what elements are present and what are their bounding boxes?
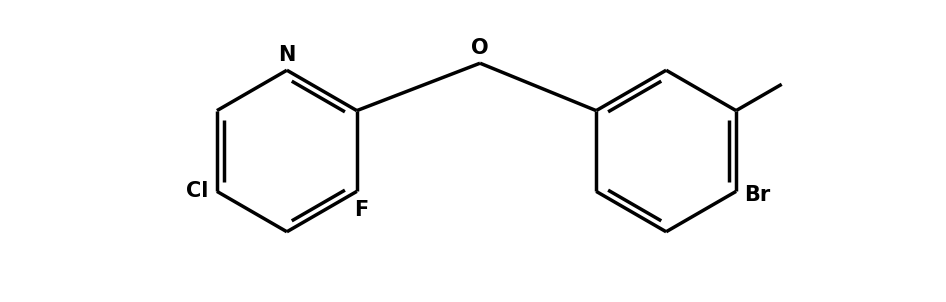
Text: N: N bbox=[278, 45, 295, 65]
Text: O: O bbox=[471, 38, 489, 58]
Text: F: F bbox=[354, 200, 368, 220]
Text: Cl: Cl bbox=[186, 182, 208, 201]
Text: Br: Br bbox=[745, 185, 771, 205]
